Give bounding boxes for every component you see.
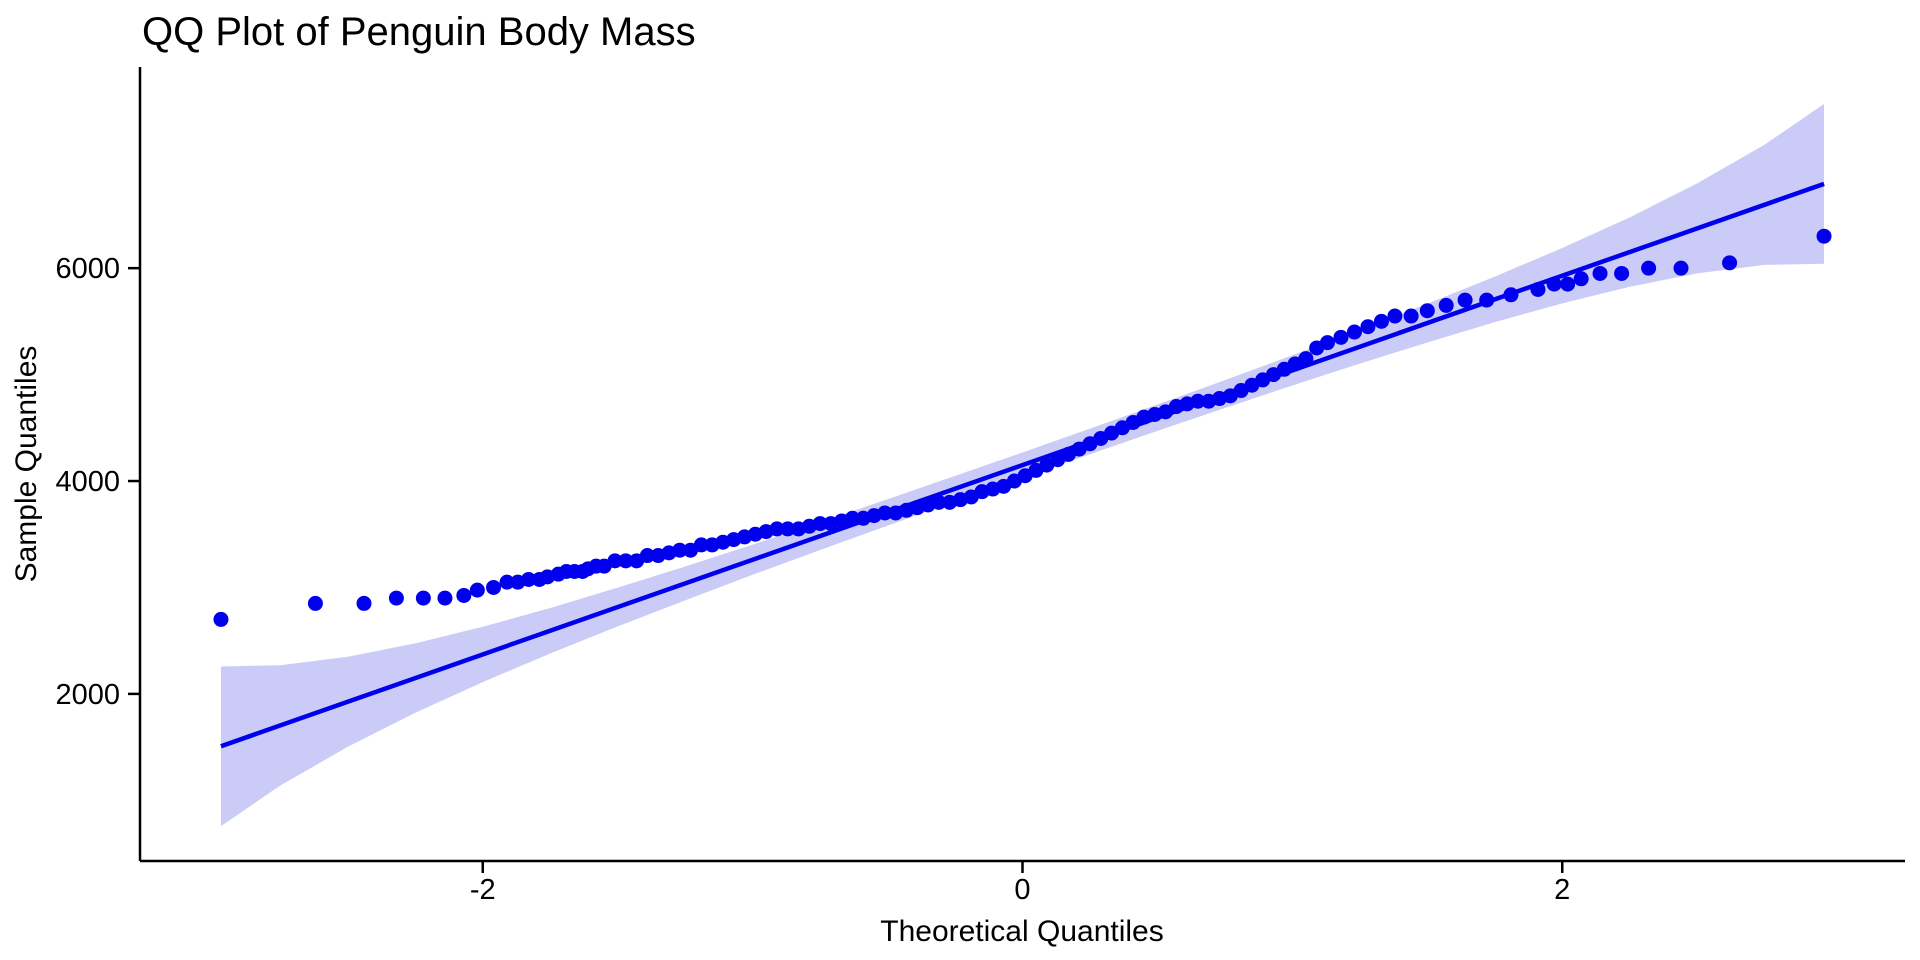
x-tick-label: 2 <box>1554 874 1570 906</box>
y-axis-label: Sample Quantiles <box>10 346 43 583</box>
data-point <box>1403 308 1419 324</box>
data-point <box>456 587 472 603</box>
data-point <box>618 553 634 569</box>
y-tick-label: 2000 <box>55 679 120 711</box>
data-point <box>1346 324 1362 340</box>
chart-title: QQ Plot of Penguin Body Mass <box>142 10 696 54</box>
data-point <box>1722 255 1738 271</box>
data-point <box>639 548 655 564</box>
data-point <box>499 574 515 590</box>
data-point <box>1387 308 1403 324</box>
x-tick-label: -2 <box>470 874 496 906</box>
data-point <box>607 553 623 569</box>
data-point <box>1479 292 1495 308</box>
data-point <box>693 537 709 553</box>
data-point <box>1560 276 1576 292</box>
data-point <box>1457 292 1473 308</box>
data-point <box>1333 329 1349 345</box>
data-points-layer <box>213 228 1832 627</box>
data-point <box>1419 303 1435 319</box>
data-point <box>486 579 502 595</box>
data-point <box>1360 319 1376 335</box>
data-point <box>877 505 893 521</box>
data-point <box>1530 281 1546 297</box>
data-point <box>1546 276 1562 292</box>
data-point <box>356 595 372 611</box>
data-point <box>307 595 323 611</box>
data-point <box>1673 260 1689 276</box>
data-point <box>437 590 453 606</box>
data-point <box>415 590 431 606</box>
data-point <box>1298 351 1314 367</box>
data-point <box>1190 393 1206 409</box>
data-point <box>213 611 229 627</box>
data-point <box>1573 271 1589 287</box>
data-point <box>1641 260 1657 276</box>
data-point <box>521 571 537 587</box>
data-point <box>388 590 404 606</box>
data-point <box>844 510 860 526</box>
data-point <box>1816 228 1832 244</box>
y-tick-label: 6000 <box>55 253 120 285</box>
data-point <box>1592 265 1608 281</box>
data-point <box>1319 335 1335 351</box>
data-point <box>672 542 688 558</box>
data-point <box>1614 265 1630 281</box>
data-point <box>780 521 796 537</box>
reference-line-layer <box>220 181 1825 749</box>
data-point <box>812 516 828 532</box>
data-point <box>469 582 485 598</box>
data-point <box>1373 313 1389 329</box>
data-point <box>769 521 785 537</box>
x-axis: -2 0 2 <box>140 859 1905 906</box>
data-point <box>931 494 947 510</box>
y-tick-label: 4000 <box>55 466 120 498</box>
x-axis-label: Theoretical Quantiles <box>880 915 1163 948</box>
y-axis: 2000 4000 6000 <box>55 67 142 861</box>
reference-line <box>220 181 1825 749</box>
data-point <box>1438 297 1454 313</box>
x-tick-label: 0 <box>1014 874 1030 906</box>
data-point <box>1503 287 1519 303</box>
